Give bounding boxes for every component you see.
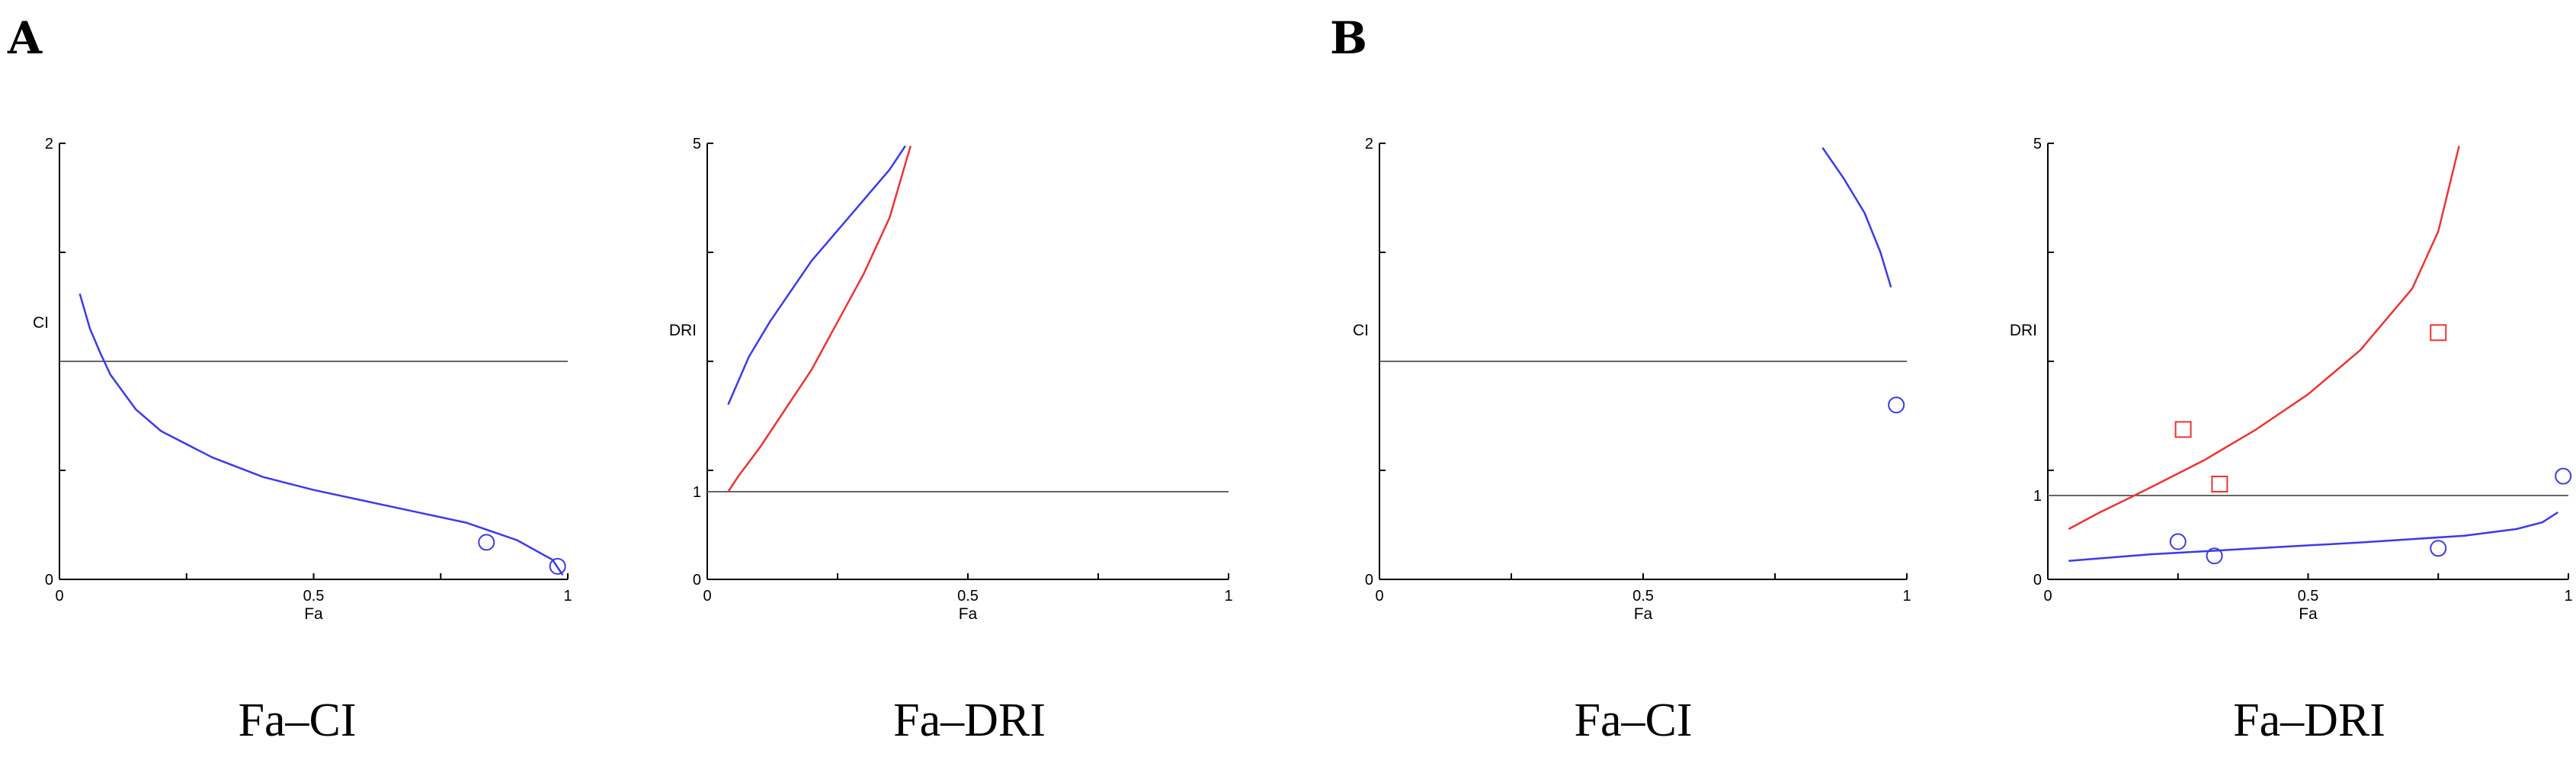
caption-a-fa-dri: Fa–DRI xyxy=(893,694,1046,746)
data-point-square xyxy=(2211,475,2228,492)
x-axis-label: Fa xyxy=(1634,605,1653,623)
data-point-circle xyxy=(2430,540,2447,557)
y-tick-label: 2 xyxy=(1365,136,1373,152)
y-axis-label: CI xyxy=(33,314,49,332)
y-tick-label: 0 xyxy=(45,572,53,589)
y-axis-label: CI xyxy=(1353,322,1369,339)
data-point-circle xyxy=(1888,396,1905,414)
data-point-square xyxy=(2430,324,2447,342)
series-line-blue xyxy=(78,293,564,576)
y-axis-label: DRI xyxy=(669,322,697,339)
caption-a-fa-ci: Fa–CI xyxy=(239,694,357,746)
data-point-circle xyxy=(478,534,495,551)
x-tick-label: 1 xyxy=(1224,588,1232,605)
x-axis-label: Fa xyxy=(304,605,323,623)
x-tick-label: 0 xyxy=(55,588,63,605)
data-point-square xyxy=(2174,421,2192,438)
plot-a-0: 0 2 0 0.5 1 Fa CI xyxy=(33,136,572,623)
y-tick-label: 2 xyxy=(45,136,53,152)
x-tick-label: 1 xyxy=(2564,588,2572,605)
y-axis-label: DRI xyxy=(2010,322,2037,339)
x-tick-label: 0.5 xyxy=(957,588,979,605)
x-axis-label: Fa xyxy=(959,605,978,623)
caption-b-fa-ci: Fa–CI xyxy=(1575,694,1693,746)
x-tick-label: 0 xyxy=(703,588,711,605)
x-tick-label: 0 xyxy=(2043,588,2052,605)
y-tick-label: 0 xyxy=(1365,572,1373,589)
data-point-circle xyxy=(2555,467,2572,485)
data-point-circle xyxy=(549,557,566,575)
y-tick-label: 5 xyxy=(2033,136,2042,152)
plot-b-2: 0 2 0 0.5 1 Fa CI xyxy=(1353,136,1911,623)
data-point-circle xyxy=(2206,547,2223,565)
x-tick-label: 1 xyxy=(563,588,572,605)
series-line-blue xyxy=(727,145,906,406)
y-tick-label: 0 xyxy=(2033,572,2042,589)
x-tick-label: 0.5 xyxy=(2298,588,2319,605)
panel-label-b: B xyxy=(1330,12,1367,64)
x-tick-label: 0.5 xyxy=(303,588,325,605)
panel-label-a: A xyxy=(7,12,43,64)
plot-b-3: 0 1 5 0 0.5 1 Fa DRI xyxy=(2010,136,2573,623)
plot-a-1: 0 1 5 0 0.5 1 Fa DRI xyxy=(669,136,1233,623)
caption-b-fa-dri: Fa–DRI xyxy=(2233,694,2385,746)
series-line-red xyxy=(727,146,912,492)
series-line-blue xyxy=(1821,146,1892,288)
y-tick-label: 1 xyxy=(2033,488,2042,505)
y-tick-label: 5 xyxy=(693,136,701,152)
y-tick-label: 1 xyxy=(693,484,701,501)
x-tick-label: 0.5 xyxy=(1632,588,1654,605)
x-tick-label: 1 xyxy=(1902,588,1911,605)
x-tick-label: 0 xyxy=(1375,588,1383,605)
y-tick-label: 0 xyxy=(693,572,701,589)
x-axis-label: Fa xyxy=(2299,605,2318,623)
data-point-circle xyxy=(2169,533,2187,550)
series-line-red xyxy=(2068,146,2460,531)
series-line-blue xyxy=(2068,511,2558,563)
